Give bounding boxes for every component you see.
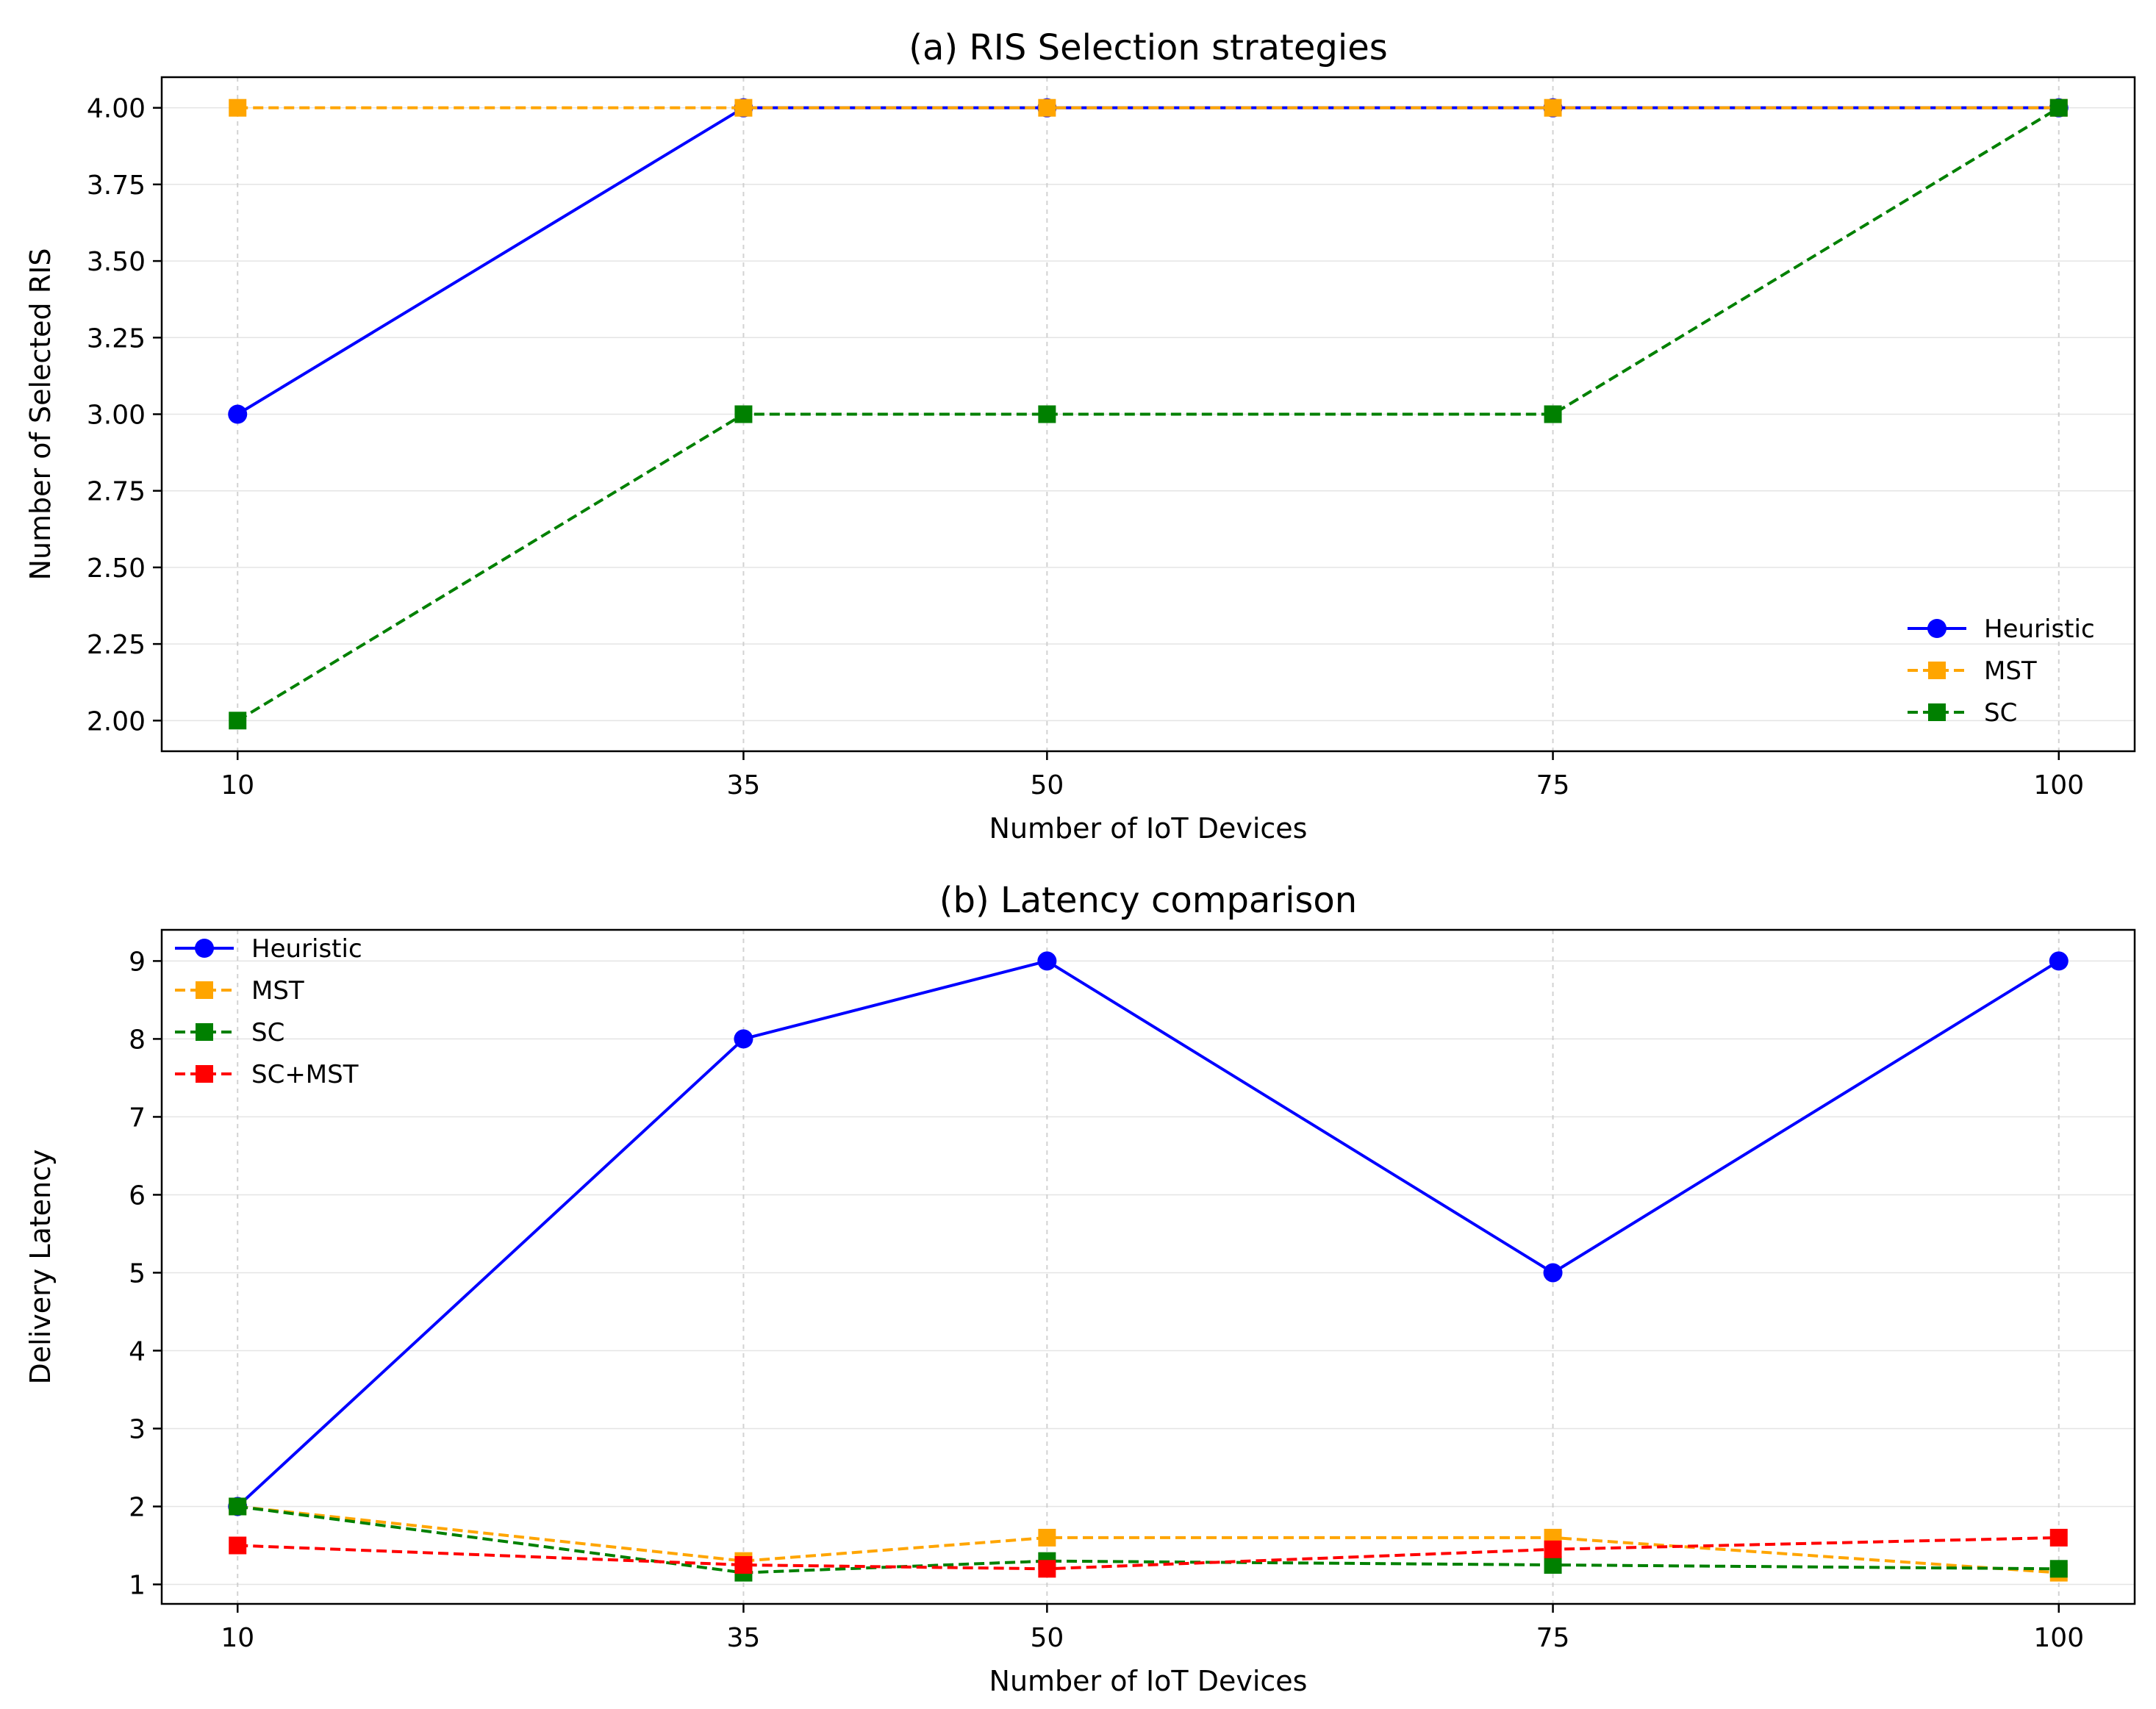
legend: Heuristic MST SC xyxy=(1908,615,2095,728)
y-tick-label: 2.25 xyxy=(87,630,146,660)
data-point xyxy=(1038,98,1056,117)
data-point xyxy=(1038,1560,1056,1578)
y-axis-label: Number of Selected RIS xyxy=(24,248,57,581)
y-tick-label: 9 xyxy=(129,947,146,977)
y-tick-label: 3.75 xyxy=(87,171,146,201)
y-tick-label: 7 xyxy=(129,1103,146,1133)
legend-marker xyxy=(1928,662,1946,679)
data-point xyxy=(229,1497,247,1516)
legend-marker xyxy=(196,1023,213,1041)
data-point xyxy=(229,712,247,730)
y-tick-label: 8 xyxy=(129,1025,146,1055)
chart-title: (a) RIS Selection strategies xyxy=(909,27,1388,68)
y-tick-label: 3 xyxy=(129,1414,146,1444)
legend: Heuristic MST SC SC+MST xyxy=(175,934,362,1089)
data-point xyxy=(228,404,248,424)
y-tick-label: 3.25 xyxy=(87,323,146,354)
data-point xyxy=(229,1536,247,1555)
y-tick-label: 5 xyxy=(129,1258,146,1289)
chart-b: 1 2 3 4 5 6 7 8 9 10 35 50 75 100 (b) Latency comparis… xyxy=(24,880,2136,1697)
legend-marker xyxy=(1927,619,1947,638)
data-point xyxy=(2049,1528,2068,1547)
chart-title: (b) Latency comparison xyxy=(939,880,1357,921)
data-point xyxy=(229,98,247,117)
legend-label: Heuristic xyxy=(1984,615,2095,644)
data-point xyxy=(734,98,753,117)
x-tick-label: 75 xyxy=(1536,770,1570,800)
x-tick-label: 10 xyxy=(221,770,254,800)
series-line-sc xyxy=(237,1505,2059,1574)
y-tick-label: 2.75 xyxy=(87,477,146,507)
data-point xyxy=(2049,1560,2068,1578)
legend-label: SC+MST xyxy=(251,1060,359,1089)
data-point xyxy=(1544,405,1562,423)
x-tick-label: 50 xyxy=(1030,1623,1064,1653)
legend-marker xyxy=(196,1065,213,1083)
data-point xyxy=(1038,405,1056,423)
legend-label: SC xyxy=(1984,698,2017,728)
data-point xyxy=(1544,1540,1562,1558)
data-point xyxy=(734,405,753,423)
x-axis-label: Number of IoT Devices xyxy=(989,1665,1308,1697)
x-tick-label: 100 xyxy=(2033,770,2084,800)
data-point xyxy=(1038,1528,1056,1547)
data-point xyxy=(2049,98,2068,117)
y-tick-label: 2.50 xyxy=(87,553,146,584)
y-tick-label: 4 xyxy=(129,1336,146,1366)
data-point xyxy=(1544,1555,1562,1574)
legend-label: SC xyxy=(251,1018,284,1047)
legend-label: MST xyxy=(251,976,304,1006)
series-line-heuristic xyxy=(236,959,2060,1508)
data-point xyxy=(2049,951,2069,971)
data-point xyxy=(1543,1263,1563,1283)
chart-a: 2.00 2.25 2.50 2.75 3.00 3.25 3.50 3.75 4.00 10 35… xyxy=(24,27,2136,845)
series-line-sc xyxy=(237,106,2060,723)
y-tick-label: 2 xyxy=(129,1492,146,1522)
y-tick-label: 4.00 xyxy=(87,94,146,124)
legend-marker xyxy=(196,981,213,999)
axes-frame xyxy=(160,928,2136,1605)
legend-marker xyxy=(195,939,214,958)
x-tick-label: 10 xyxy=(221,1623,254,1653)
x-tick-label: 35 xyxy=(727,770,761,800)
data-point xyxy=(1037,951,1057,971)
x-tick-label: 75 xyxy=(1536,1623,1570,1653)
y-tick-label: 3.50 xyxy=(87,247,146,277)
x-axis-label: Number of IoT Devices xyxy=(989,812,1308,845)
legend-marker xyxy=(1928,703,1946,721)
y-tick-label: 6 xyxy=(129,1180,146,1211)
y-tick-label: 3.00 xyxy=(87,401,146,431)
y-tick-label: 2.00 xyxy=(87,706,146,737)
x-tick-label: 100 xyxy=(2033,1623,2084,1653)
legend-label: Heuristic xyxy=(251,934,362,964)
series-line-mst xyxy=(237,1505,2059,1574)
legend-label: MST xyxy=(1984,656,2037,686)
y-axis-label: Delivery Latency xyxy=(24,1149,57,1384)
x-tick-label: 50 xyxy=(1030,770,1064,800)
data-point xyxy=(734,1029,753,1049)
data-point xyxy=(1544,98,1562,117)
y-tick-label: 1 xyxy=(129,1570,146,1600)
x-tick-label: 35 xyxy=(727,1623,761,1653)
data-point xyxy=(734,1555,753,1574)
